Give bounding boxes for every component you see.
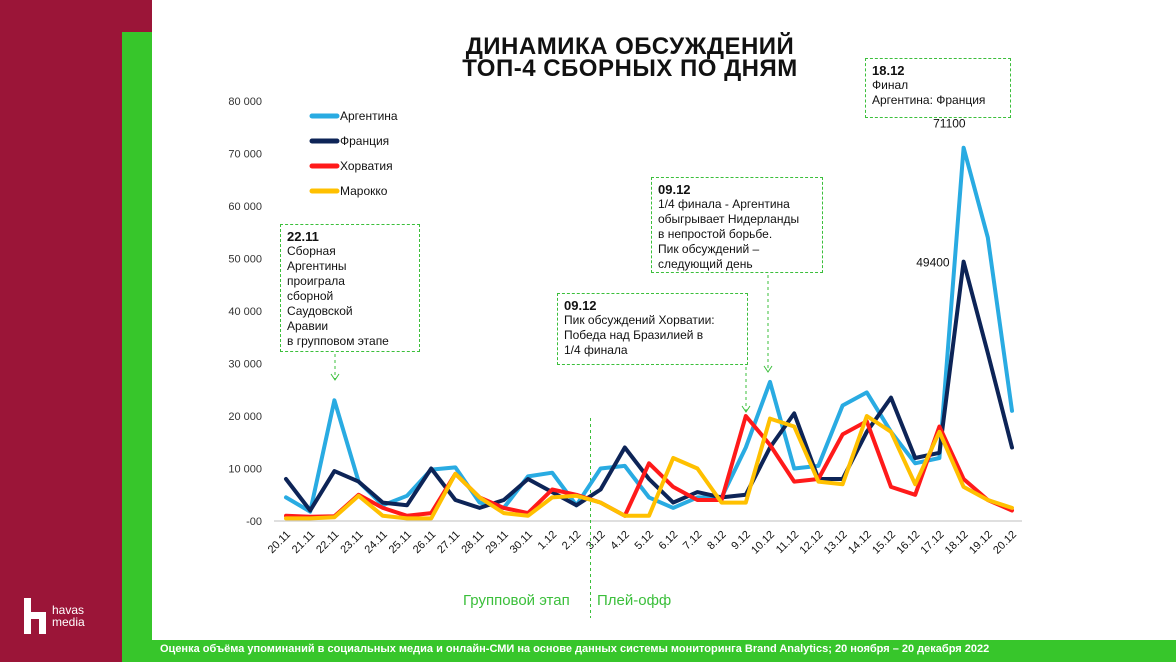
annotation-date: 18.12 [872, 63, 905, 78]
annotation-line: Саудовской [287, 304, 353, 318]
x-tick-label: 20.12 [991, 529, 1019, 557]
annotation-line: Пик обсуждений – [658, 242, 760, 256]
annotation-line: Пик обсуждений Хорватии: [564, 313, 715, 327]
annotation-line: Сборная [287, 244, 336, 258]
chart-title-line1: ДИНАМИКА ОБСУЖДЕНИЙ [465, 33, 795, 60]
x-tick-label: 18.12 [943, 529, 971, 557]
chart-title: ДИНАМИКА ОБСУЖДЕНИЙ ТОП-4 СБОРНЫХ ПО ДНЯ… [420, 33, 840, 82]
x-tick-label: 12.12 [798, 529, 826, 557]
y-tick-label: 40 000 [228, 306, 262, 318]
annotation-date: 22.11 [287, 229, 319, 244]
series-line-Марокко [284, 414, 1014, 521]
havas-logo-icon [24, 598, 46, 634]
phase-label-group: Групповой этап [463, 592, 570, 609]
data-label: 71100 [933, 117, 966, 131]
annotation-line: проиграла [287, 274, 345, 288]
x-tick-label: 7.12 [681, 529, 705, 553]
annotation-line: Финал [872, 78, 909, 92]
x-tick-label: 28.11 [459, 529, 486, 556]
annotation-arrow-head [330, 373, 340, 381]
annotation-09-12-argentina: 09.12 1/4 финала - Аргентина обыгрывает … [651, 177, 823, 273]
x-tick-label: 26.11 [411, 529, 438, 556]
x-tick-label: 17.12 [919, 529, 947, 557]
annotation-line: следующий день [658, 257, 753, 271]
x-tick-label: 23.11 [338, 529, 365, 556]
x-tick-label: 25.11 [387, 529, 414, 556]
annotation-line: в групповом этапе [287, 334, 389, 348]
y-tick-label: 20 000 [228, 411, 262, 423]
footer-note: Оценка объёма упоминаний в социальных ме… [160, 643, 990, 655]
annotation-date: 09.12 [658, 182, 691, 197]
annotation-line: в непростой борьбе. [658, 227, 773, 241]
annotation-line: 1/4 финала [564, 343, 628, 357]
x-tick-label: 5.12 [632, 529, 656, 553]
annotation-18-12-final: 18.12 Финал Аргентина: Франция [865, 58, 1011, 118]
x-tick-label: 11.12 [774, 529, 801, 556]
x-tick-label: 22.11 [314, 529, 341, 556]
annotation-line: Аргентина: Франция [872, 93, 986, 107]
annotation-date: 09.12 [564, 298, 597, 313]
legend-label: Франция [340, 134, 389, 148]
x-tick-label: 1.12 [536, 529, 560, 553]
annotation-line: Аргентины [287, 259, 347, 273]
x-tick-label: 21.11 [290, 529, 317, 556]
x-tick-label: 29.11 [484, 529, 511, 556]
series-line-Хорватия [284, 414, 1014, 519]
green-footer-bar [122, 640, 1176, 662]
x-tick-label: 13.12 [822, 529, 850, 557]
green-accent-vertical [122, 32, 152, 662]
legend-label: Марокко [340, 184, 388, 198]
x-tick-label: 3.12 [584, 529, 608, 553]
y-tick-label: 70 000 [228, 149, 262, 161]
x-tick-label: 8.12 [705, 529, 729, 553]
logo-text-media: media [52, 615, 85, 629]
y-tick-label: -00 [246, 516, 262, 528]
phase-label-playoff: Плей-офф [597, 592, 672, 609]
x-tick-label: 30.11 [508, 529, 535, 556]
series-line-Франция [284, 259, 1014, 513]
havas-media-logo: havas media [24, 598, 104, 638]
x-tick-label: 4.12 [608, 529, 632, 553]
annotation-line: 1/4 финала - Аргентина [658, 197, 790, 211]
x-tick-label: 15.12 [870, 529, 898, 557]
x-tick-label: 16.12 [894, 529, 922, 557]
annotation-22-11: 22.11 Сборная Аргентины проиграла сборно… [280, 224, 420, 352]
y-tick-label: 10 000 [228, 464, 262, 476]
x-tick-label: 6.12 [657, 529, 681, 553]
x-tick-label: 19.12 [967, 529, 995, 557]
annotation-arrow-head [741, 405, 751, 413]
x-tick-label: 14.12 [846, 529, 874, 557]
annotation-arrow-head [763, 365, 773, 373]
x-tick-label: 2.12 [560, 529, 584, 553]
chart-title-line2: ТОП-4 СБОРНЫХ ПО ДНЯМ [462, 55, 798, 82]
x-tick-label: 20.11 [266, 529, 293, 556]
y-tick-label: 80 000 [228, 96, 262, 108]
y-tick-label: 50 000 [228, 254, 262, 266]
legend-label: Аргентина [340, 109, 398, 123]
annotation-line: сборной [287, 289, 334, 303]
y-tick-label: 60 000 [228, 201, 262, 213]
annotation-line: обыгрывает Нидерланды [658, 212, 800, 226]
legend-label: Хорватия [340, 159, 393, 173]
annotation-09-12-croatia: 09.12 Пик обсуждений Хорватии: Победа на… [557, 293, 748, 365]
annotation-line: Аравии [287, 319, 329, 333]
data-label: 49400 [916, 256, 950, 270]
x-tick-label: 10.12 [749, 529, 777, 557]
logo-text-havas: havas [52, 603, 85, 617]
x-tick-label: 27.11 [435, 529, 462, 556]
y-tick-label: 30 000 [228, 359, 262, 371]
annotation-line: Победа над Бразилией в [564, 328, 704, 342]
x-tick-label: 24.11 [363, 529, 390, 556]
